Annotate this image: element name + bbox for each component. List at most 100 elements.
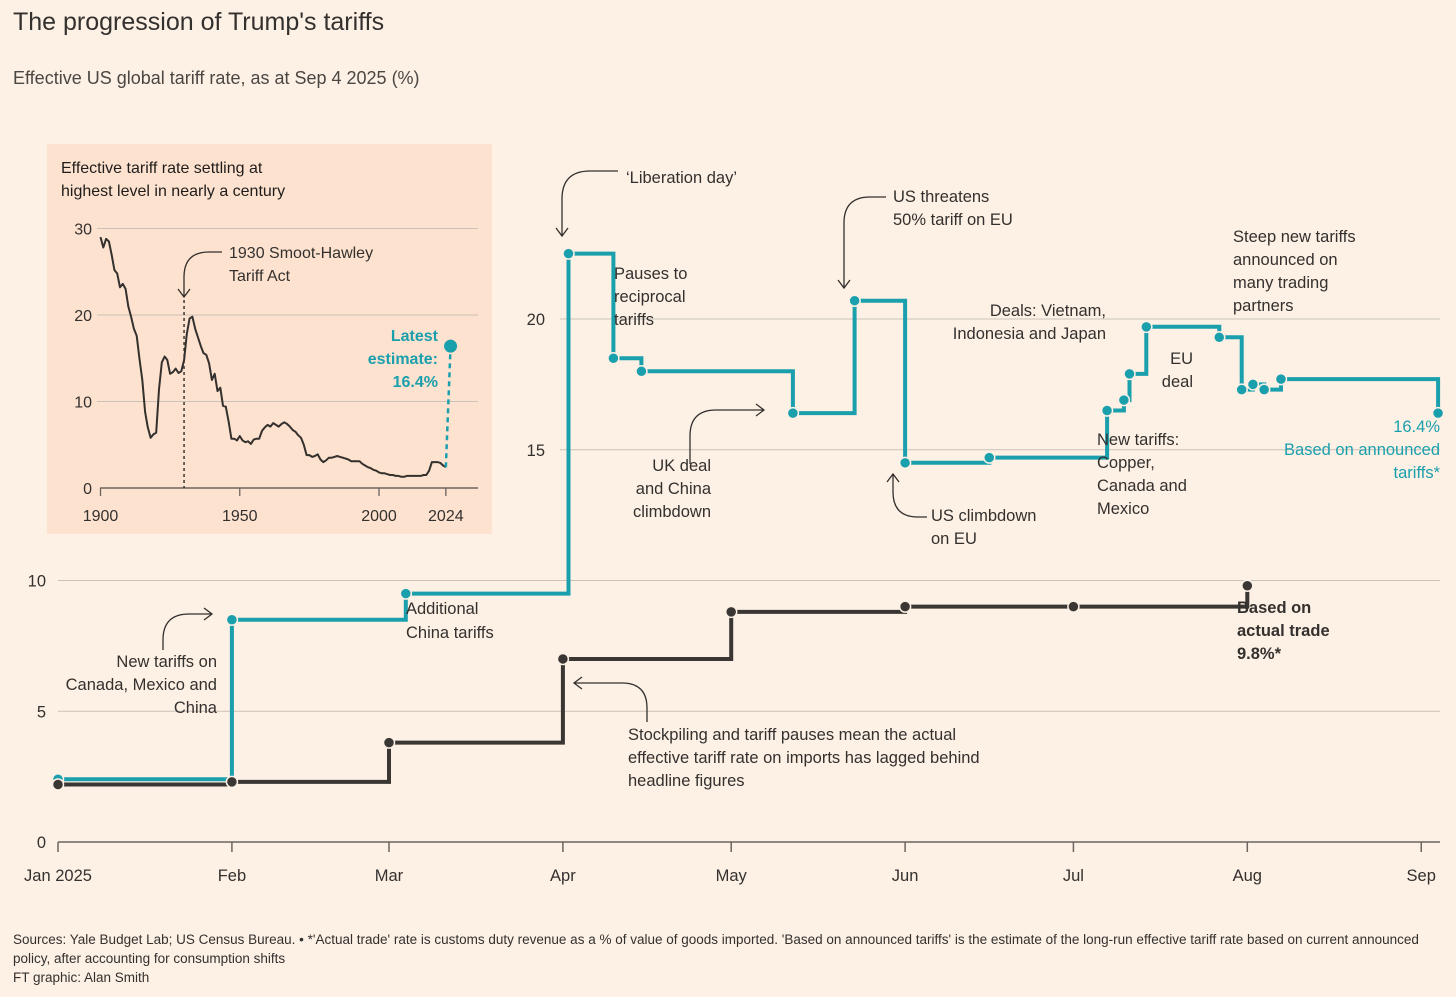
- inset-x-tick-label-2000: 2000: [361, 508, 397, 525]
- x-tick-label-2025-06-01: Jun: [892, 867, 919, 885]
- annotation-eu-deal-line-0: EU: [1170, 350, 1193, 368]
- annotation-stockpiling-line-1: effective tariff rate on imports has lag…: [628, 749, 980, 767]
- inset-y-tick-0: 0: [83, 481, 92, 498]
- x-tick-label-2025-01-01: Jan 2025: [24, 867, 92, 885]
- footer-credit: FT graphic: Alan Smith: [13, 970, 150, 985]
- x-tick-label-2025-08-01: Aug: [1233, 867, 1262, 885]
- series-1-point-6: [1067, 600, 1080, 613]
- annotation-deals-line-0: Deals: Vietnam,: [990, 302, 1106, 320]
- page-subtitle: Effective US global tariff rate, as at S…: [13, 68, 420, 88]
- annotation-new-tariffs-copper-line-1: Copper,: [1097, 454, 1155, 472]
- series-1-point-0: [51, 778, 65, 791]
- inset-title-line-0: Effective tariff rate settling at: [61, 160, 263, 177]
- x-tick-label-2025-03-01: Mar: [375, 867, 404, 885]
- series-0-point-7: [848, 294, 861, 307]
- annotation-threatens-line-1: 50% tariff on EU: [893, 211, 1013, 229]
- main-gridlines: [58, 318, 1440, 712]
- series-0-point-2: [399, 587, 413, 600]
- series-0-point-3: [562, 247, 575, 260]
- climbdown-arrow: [886, 472, 927, 518]
- series-1-point-2: [382, 736, 396, 749]
- series-0-point-5: [635, 365, 648, 378]
- annotation-stockpiling-line-0: Stockpiling and tariff pauses mean the a…: [628, 726, 956, 744]
- annotation-climbdown-line-1: on EU: [931, 530, 977, 548]
- annotations: 16.4% Based on announced tariffs* Based on a…: [66, 169, 1441, 790]
- inset-x-tick-label-2024: 2024: [428, 508, 464, 525]
- teal-end-label-line-1: Based on announced: [1284, 441, 1440, 459]
- y-tick-label-5: 5: [37, 703, 46, 721]
- inset-latest-estimate-point: [444, 339, 458, 353]
- annotation-uk-deal-line-2: climbdown: [633, 503, 711, 521]
- annotation-new-tariffs-copper-line-3: Mexico: [1097, 500, 1149, 518]
- annotation-new-tariffs-canada-line-2: China: [174, 699, 218, 717]
- actual-end-label-line-1: actual trade: [1237, 622, 1330, 640]
- teal-end-label-line-2: tariffs*: [1394, 464, 1441, 482]
- actual-end-label-line-0: Based on: [1237, 599, 1311, 617]
- series-1-point-3: [556, 652, 570, 666]
- series-1-point-7: [1241, 579, 1254, 592]
- main-series: [51, 247, 1445, 791]
- series-0-point-8: [898, 456, 912, 470]
- inset-panel: [47, 144, 492, 534]
- inset-y-tick-10: 10: [74, 395, 92, 412]
- annotation-deals-line-1: Indonesia and Japan: [953, 325, 1106, 343]
- annotation-steep-line-3: partners: [1233, 297, 1294, 315]
- series-0-point-12: [1123, 367, 1136, 381]
- x-tick-label-2025-05-01: May: [716, 867, 748, 885]
- annotation-connectors: [162, 170, 927, 722]
- annotation-climbdown-line-0: US climbdown: [931, 507, 1036, 525]
- annotation-steep-line-0: Steep new tariffs: [1233, 228, 1356, 246]
- inset-y-tick-20: 20: [74, 308, 92, 325]
- page-title: The progression of Trump's tariffs: [13, 8, 385, 36]
- x-tick-label-2025-02-01: Feb: [218, 867, 246, 885]
- inset-annotation-smoot-hawley-line-1: Tariff Act: [229, 268, 291, 285]
- annotation-pauses-line-0: Pauses to: [614, 265, 687, 283]
- annotation-new-tariffs-copper-line-0: New tariffs:: [1097, 431, 1179, 449]
- annotation-new-tariffs-canada-line-1: Canada, Mexico and: [66, 676, 217, 694]
- annotation-uk-deal-line-1: and China: [636, 480, 712, 498]
- actual-end-label-line-2: 9.8%*: [1237, 645, 1282, 663]
- annotation-uk-deal-line-0: UK deal: [652, 457, 711, 475]
- teal-end-label-line-0: 16.4%: [1393, 418, 1440, 436]
- inset-history-line: [99, 236, 447, 478]
- series-0-point-6: [786, 406, 800, 420]
- annotation-threatens-line-0: US threatens: [893, 188, 989, 206]
- annotation-eu-deal-line-1: deal: [1162, 373, 1193, 391]
- inset-annotation-latest-line-1: estimate:: [368, 351, 438, 368]
- series-0-point-17: [1257, 383, 1271, 396]
- main-x-axis: Jan 2025 Feb Mar Apr May Jun Jul Aug Sep: [24, 841, 1440, 885]
- inset-x-tick-label-1900: 1900: [83, 508, 119, 525]
- inset-title-line-1: highest level in nearly a century: [61, 183, 285, 200]
- uk-deal-arrow: [689, 403, 766, 464]
- series-0-point-10: [1100, 404, 1114, 417]
- annotation-new-tariffs-canada-line-0: New tariffs on: [116, 653, 217, 671]
- x-tick-label-2025-04-01: Apr: [550, 867, 576, 885]
- footer-sources: Sources: Yale Budget Lab; US Census Bure…: [13, 932, 1419, 966]
- liberation-arrow: [555, 170, 618, 238]
- series-0-point-1: [225, 613, 239, 626]
- tariff-chart: 0 5 10 15 20 Jan 2025 Feb Mar Apr May Jun Jul Aug Se…: [24, 144, 1445, 885]
- series-1-point-1: [225, 775, 239, 789]
- annotation-stockpiling-line-2: headline figures: [628, 772, 745, 790]
- inset-latest-estimate-line: [444, 346, 452, 468]
- series-0-point-16: [1246, 378, 1260, 391]
- annotation-pauses-line-2: tariffs: [614, 311, 654, 329]
- canada-arrow: [162, 607, 214, 650]
- series-1-point-5: [898, 600, 912, 613]
- inset-annotation-smoot-hawley-line-0: 1930 Smoot-Hawley: [229, 245, 373, 262]
- annotation-china-tariffs-line-0: Additional: [406, 600, 478, 618]
- series-0-point-19: [1431, 406, 1445, 420]
- inset-x-tick-label-1950: 1950: [222, 508, 258, 525]
- x-tick-label-2025-07-01: Jul: [1063, 867, 1084, 885]
- x-tick-label-2025-09-01: Sep: [1407, 867, 1436, 885]
- annotation-new-tariffs-copper-line-2: Canada and: [1097, 477, 1187, 495]
- annotation-steep-line-1: announced on: [1233, 251, 1338, 269]
- stockpiling-arrow: [572, 676, 648, 722]
- series-0-point-11: [1117, 393, 1131, 407]
- footer: Sources: Yale Budget Lab; US Census Bure…: [13, 930, 1443, 987]
- y-tick-label-15: 15: [527, 442, 545, 460]
- threatens-arrow: [837, 196, 886, 290]
- main-y-tick-labels: 0 5 10 15 20: [28, 311, 545, 852]
- series-0-point-14: [1213, 331, 1226, 344]
- y-tick-label-0: 0: [37, 834, 46, 852]
